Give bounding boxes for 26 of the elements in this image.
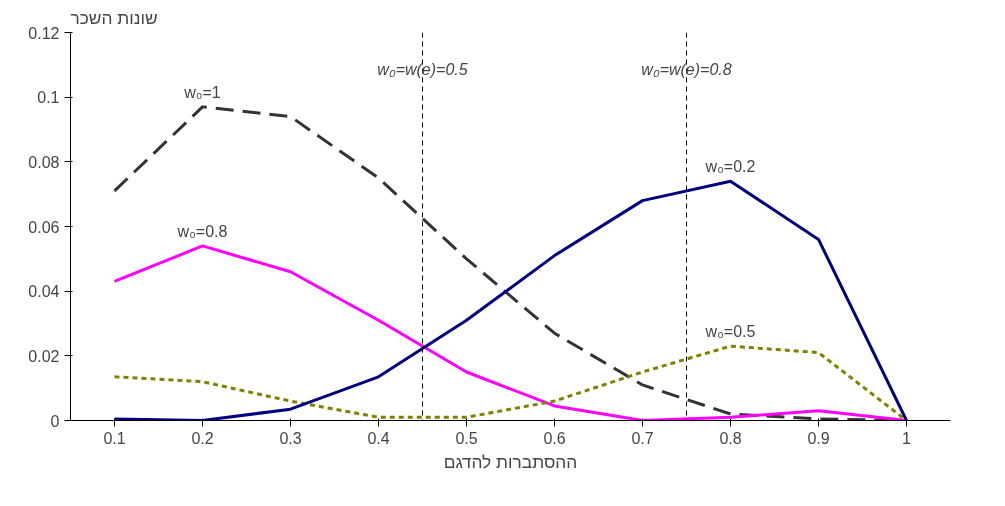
x-tick-label: 1: [902, 429, 912, 447]
x-tick-label: 0.7: [631, 429, 654, 447]
line-series: [113, 179, 908, 421]
x-tick-label: 0.9: [807, 429, 830, 447]
series-label: w₀=0.8: [176, 222, 228, 240]
y-tick-label: 0.02: [28, 347, 60, 365]
y-tick-label: 0.1: [37, 89, 60, 107]
x-tick-label: 0.1: [103, 429, 126, 447]
series-label: w₀=0.2: [704, 158, 756, 176]
x-tick-label: 0.5: [455, 429, 478, 447]
series-label: w₀=1: [183, 83, 221, 101]
ref-line-label: w₀=w(e)=0.8: [641, 60, 732, 78]
y-tick-label: 0.06: [28, 218, 60, 236]
x-tick-label: 0.6: [543, 429, 566, 447]
y-tick-label: 0.08: [28, 153, 60, 171]
series-label: w₀=0.5: [704, 323, 756, 341]
ref-line-label: w₀=w(e)=0.5: [377, 60, 468, 78]
x-tick-label: 0.3: [279, 429, 302, 447]
y-tick-label: 0.12: [28, 24, 60, 42]
x-axis-title: ההסתברות להדגם: [443, 451, 578, 472]
y-tick-label: 0: [50, 412, 60, 430]
y-tick-label: 0.04: [28, 283, 60, 301]
x-tick-label: 0.2: [191, 429, 214, 447]
y-axis-title: שונות השכר: [70, 7, 158, 28]
x-tick-label: 0.8: [719, 429, 742, 447]
x-tick-label: 0.4: [367, 429, 390, 447]
